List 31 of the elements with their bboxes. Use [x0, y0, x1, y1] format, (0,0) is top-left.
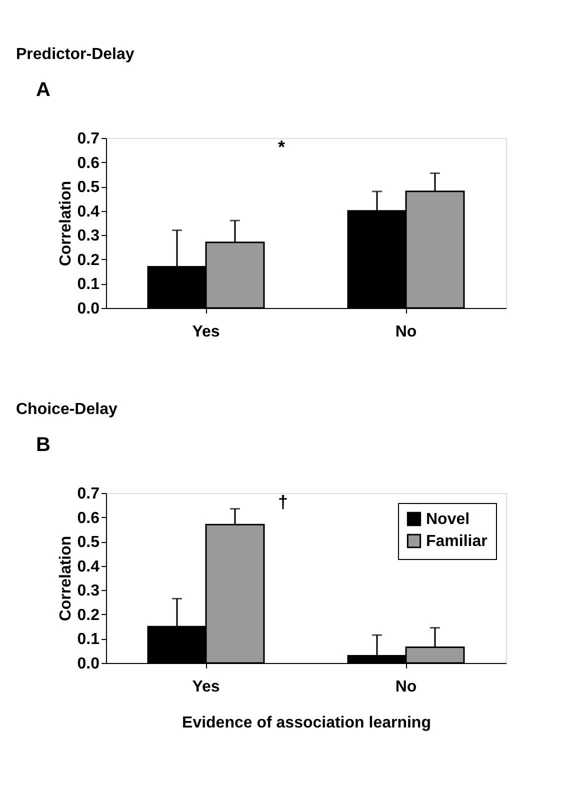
text: 0.0	[77, 656, 100, 672]
chart-title: Predictor-Delay	[16, 46, 134, 63]
chart-title: Choice-Delay	[16, 401, 118, 418]
y-tick-label: 0.5	[77, 534, 100, 552]
x-tick-label: No	[395, 678, 417, 696]
y-tick-label: 0.6	[77, 154, 100, 172]
y-tick-label: 0.3	[77, 582, 100, 600]
text: 0.0	[77, 300, 100, 318]
y-axis-title: Correlation	[57, 536, 74, 622]
y-tick-label: 0.1	[77, 631, 100, 648]
x-axis-title: Evidence of association learning	[182, 714, 431, 732]
y-tick-label: 0.7	[77, 130, 100, 148]
y-tick-label: 0.4	[77, 203, 100, 220]
y-tick-label: 0.2	[77, 606, 100, 624]
x-tick-label: No	[395, 324, 417, 340]
y-tick-label: 0.6	[77, 510, 100, 527]
legend-label: Novel	[426, 511, 470, 528]
y-tick-label: 0.4	[77, 558, 100, 576]
annotation: *	[278, 137, 286, 157]
y-tick-label: 0.3	[77, 228, 100, 245]
annotation: †	[278, 492, 288, 512]
y-tick-label: 0.2	[77, 252, 100, 269]
y-tick-label: 0.1	[77, 276, 100, 294]
x-tick-label: Yes	[192, 324, 220, 340]
y-tick-label: 0.7	[77, 486, 100, 502]
text: A	[36, 79, 50, 101]
y-tick-label: 0.5	[77, 179, 100, 196]
legend-label: Familiar	[426, 533, 488, 550]
x-tick-label: Yes	[192, 678, 220, 696]
y-axis-title: Correlation	[57, 180, 74, 266]
text: B	[36, 434, 50, 456]
